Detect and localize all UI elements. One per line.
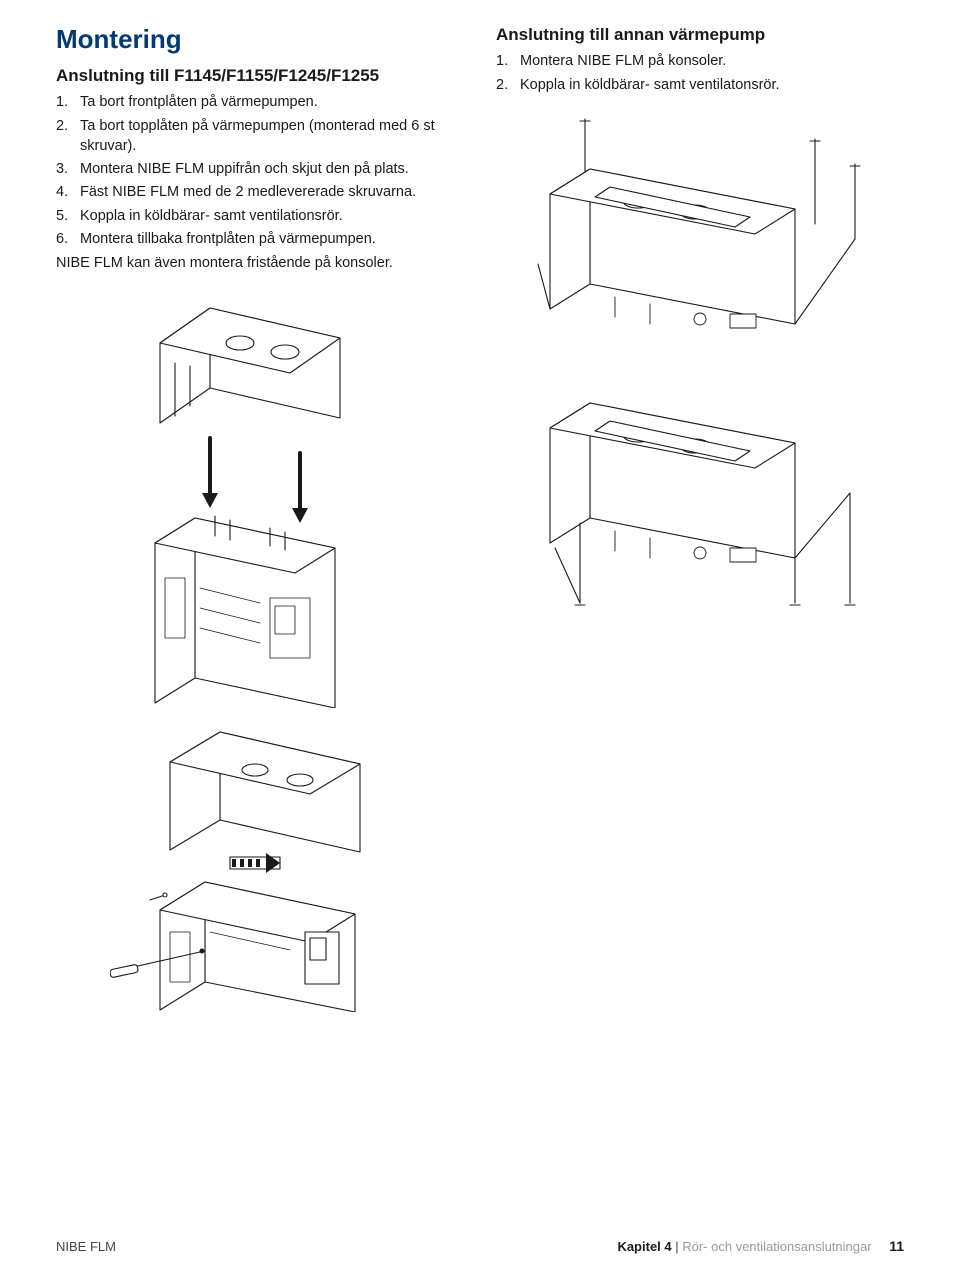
footer-chapter-label: Kapitel 4 (617, 1239, 671, 1254)
figure-console-low (496, 373, 904, 633)
right-column: Anslutning till annan värmepump Montera … (496, 24, 904, 1012)
figure-slide-in (56, 722, 464, 1012)
list-item: Montera NIBE FLM på konsoler. (496, 51, 904, 71)
section-title: Montering (56, 24, 464, 55)
footer-page-number: 11 (889, 1238, 904, 1254)
footer-product: NIBE FLM (56, 1239, 116, 1254)
diagram-console-low-icon (520, 373, 880, 633)
list-item: Koppla in köldbärar- samt ventilatonsrör… (496, 75, 904, 95)
left-steps: Ta bort frontplåten på värmepumpen. Ta b… (56, 92, 464, 249)
list-item: Fäst NIBE FLM med de 2 medlevererade skr… (56, 182, 464, 202)
figure-console-high (496, 109, 904, 369)
list-item: Ta bort topplåten på värmepumpen (monter… (56, 116, 464, 157)
list-item: Koppla in köldbärar- samt ventilationsrö… (56, 206, 464, 226)
list-item: Montera NIBE FLM uppifrån och skjut den … (56, 159, 464, 179)
footer-chapter-name: Rör- och ventilationsanslutningar (682, 1239, 871, 1254)
right-subheading: Anslutning till annan värmepump (496, 24, 904, 45)
figure-drop-in (56, 288, 464, 708)
right-steps: Montera NIBE FLM på konsoler. Koppla in … (496, 51, 904, 95)
list-item: Montera tillbaka frontplåten på värmepum… (56, 229, 464, 249)
list-item: Ta bort frontplåten på värmepumpen. (56, 92, 464, 112)
left-column: Montering Anslutning till F1145/F1155/F1… (56, 24, 464, 1012)
footer-right: Kapitel 4 | Rör- och ventilationsanslutn… (617, 1238, 904, 1254)
left-subheading: Anslutning till F1145/F1155/F1245/F1255 (56, 65, 464, 86)
diagram-drop-in-icon (120, 288, 400, 708)
diagram-slide-in-icon (110, 722, 410, 1012)
left-note: NIBE FLM kan även montera fristående på … (56, 253, 464, 273)
page-footer: NIBE FLM Kapitel 4 | Rör- och ventilatio… (56, 1238, 904, 1254)
footer-divider: | (672, 1239, 683, 1254)
diagram-console-high-icon (520, 109, 880, 369)
